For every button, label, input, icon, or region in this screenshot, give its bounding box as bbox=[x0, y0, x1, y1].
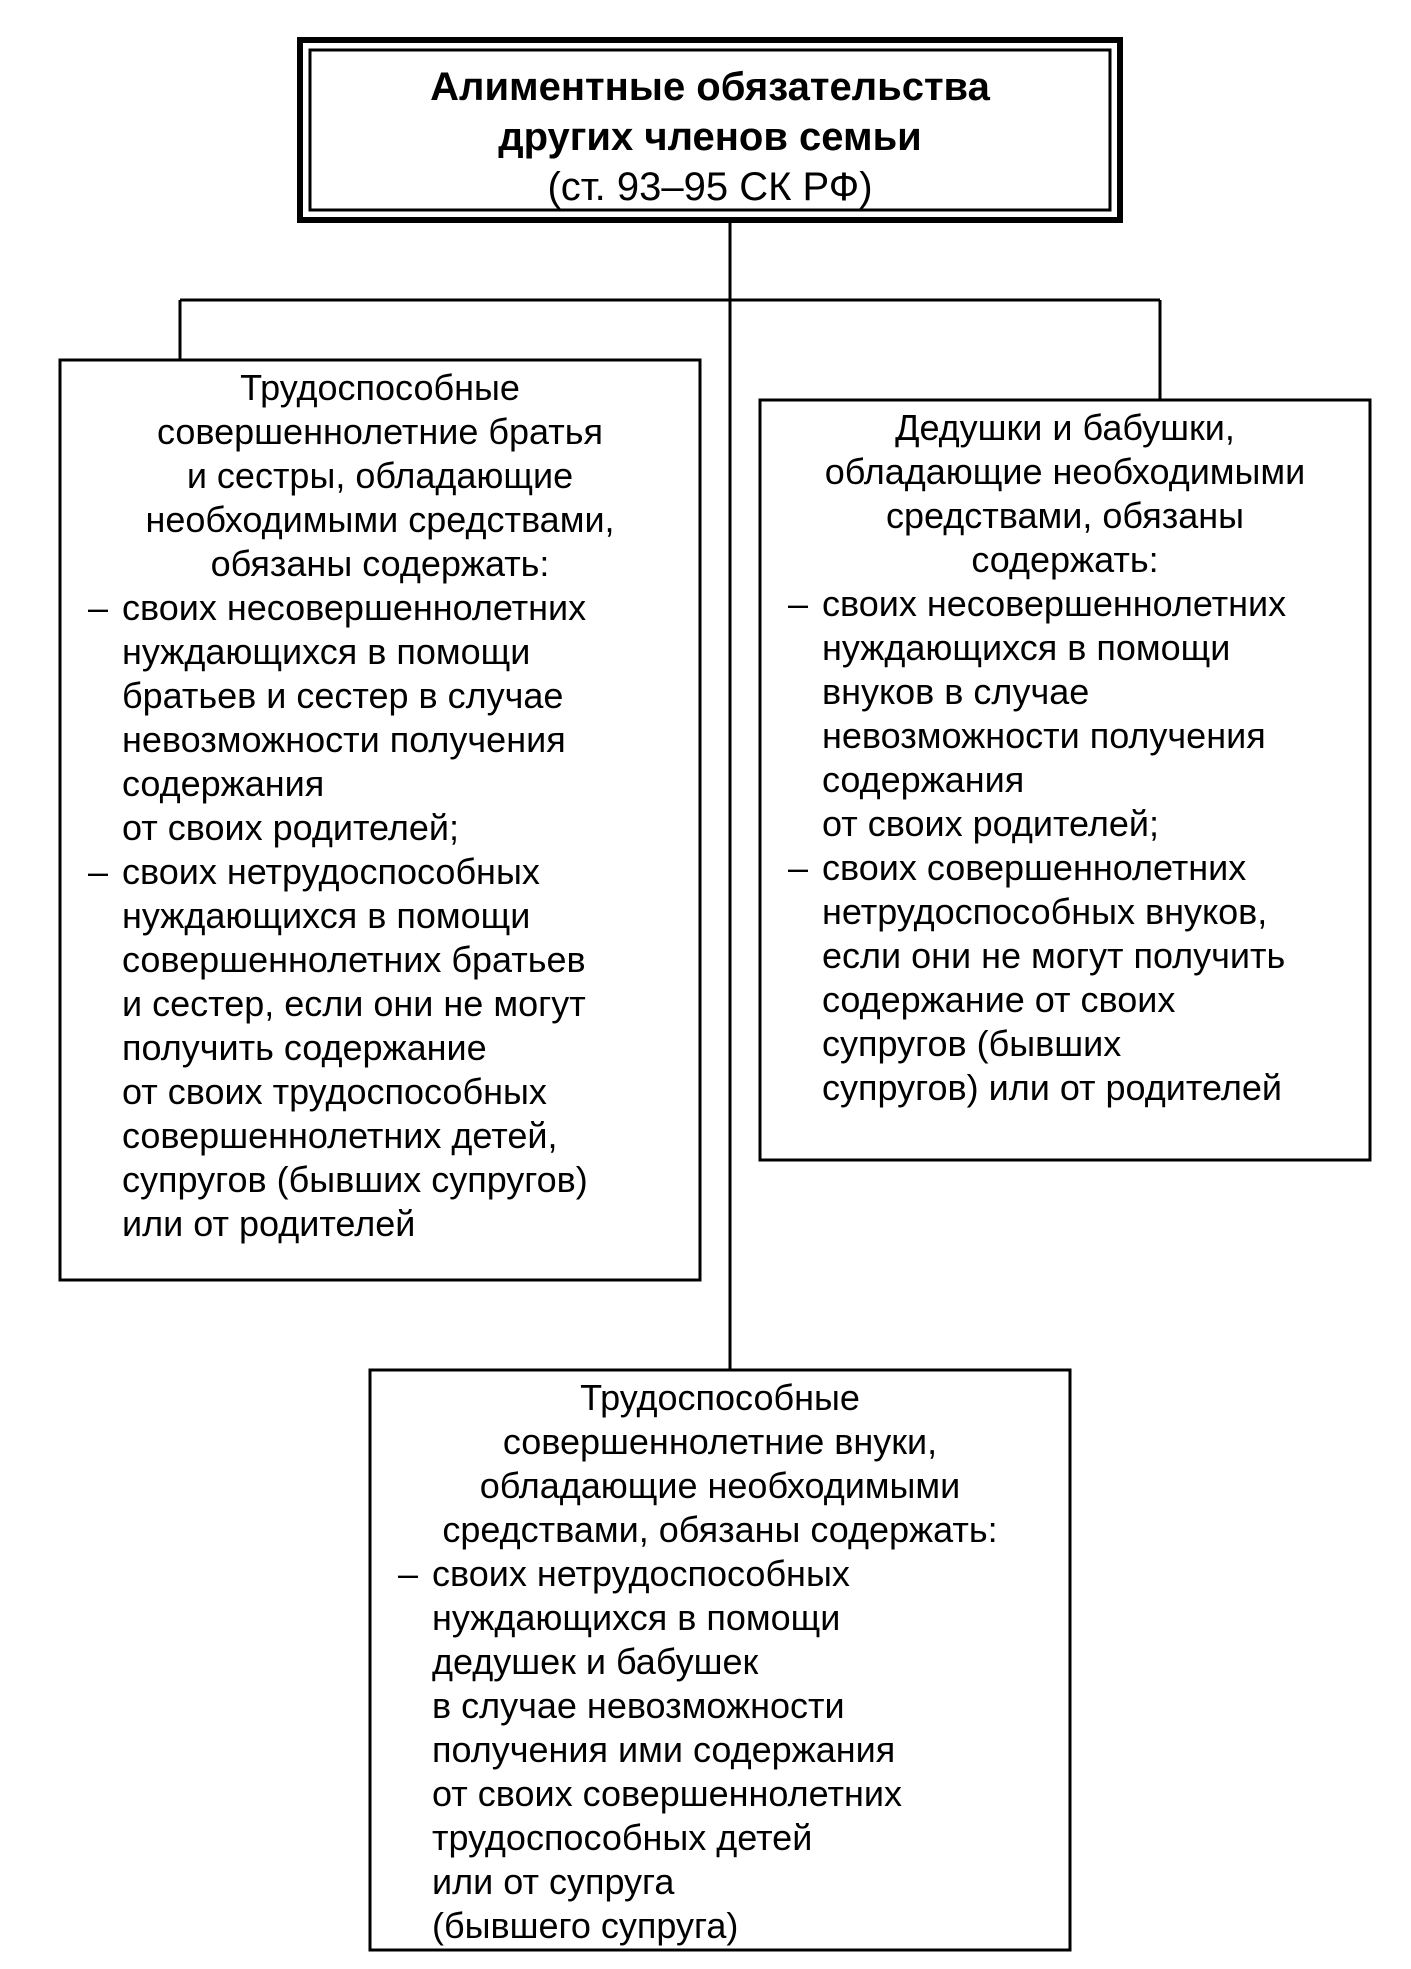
box-left-intro-0: Трудоспособные bbox=[240, 367, 520, 408]
box-bottom-intro-0: Трудоспособные bbox=[580, 1377, 860, 1418]
box-left-item-0-1: нуждающихся в помощи bbox=[122, 631, 530, 672]
box-bottom-item-0-0: своих нетрудоспособных bbox=[432, 1553, 850, 1594]
box-left-intro-2: и сестры, обладающие bbox=[187, 455, 573, 496]
box-left-item-0-5: от своих родителей; bbox=[122, 807, 459, 848]
box-right-item-0-3: невозможности получения bbox=[822, 715, 1266, 756]
box-left-item-1-8: или от родителей bbox=[122, 1203, 415, 1244]
box-left-item-1-4: получить содержание bbox=[122, 1027, 487, 1068]
box-right-item-1-3: содержание от своих bbox=[822, 979, 1175, 1020]
box-bottom-intro-3: средствами, обязаны содержать: bbox=[442, 1509, 997, 1550]
box-left-item-1-6: совершеннолетних детей, bbox=[122, 1115, 557, 1156]
title-line-3: (ст. 93–95 СК РФ) bbox=[547, 165, 872, 209]
box-bottom-item-0-6: трудоспособных детей bbox=[432, 1817, 812, 1858]
box-left-item-1-7: супругов (бывших супругов) bbox=[122, 1159, 588, 1200]
box-left-intro-4: обязаны содержать: bbox=[211, 543, 550, 584]
box-left-intro-3: необходимыми средствами, bbox=[145, 499, 614, 540]
box-left-item-0-0: своих несовершеннолетних bbox=[122, 587, 586, 628]
box-right-item-0-0: своих несовершеннолетних bbox=[822, 583, 1286, 624]
box-right-item-0-4: содержания bbox=[822, 759, 1024, 800]
box-bottom-item-0-8: (бывшего супруга) bbox=[432, 1905, 738, 1946]
box-bottom-item-0-7: или от супруга bbox=[432, 1861, 675, 1902]
box-right-item-0-2: внуков в случае bbox=[822, 671, 1089, 712]
box-right-intro-1: обладающие необходимыми bbox=[825, 451, 1306, 492]
box-left-intro-1: совершеннолетние братья bbox=[157, 411, 603, 452]
box-right-intro-3: содержать: bbox=[971, 539, 1158, 580]
box-right-item-0-1: нуждающихся в помощи bbox=[822, 627, 1230, 668]
box-right-item-1-1: нетрудоспособных внуков, bbox=[822, 891, 1267, 932]
title-line-1: Алиментные обязательства bbox=[430, 65, 990, 109]
box-left-item-1-0: своих нетрудоспособных bbox=[122, 851, 540, 892]
box-bottom-item-0-2: дедушек и бабушек bbox=[432, 1641, 759, 1682]
box-right-bullet-0: – bbox=[788, 583, 808, 624]
box-bottom-item-0-1: нуждающихся в помощи bbox=[432, 1597, 840, 1638]
box-right-item-1-0: своих совершеннолетних bbox=[822, 847, 1246, 888]
box-bottom-item-0-3: в случае невозможности bbox=[432, 1685, 845, 1726]
box-bottom-intro-2: обладающие необходимыми bbox=[480, 1465, 961, 1506]
box-left-item-0-2: братьев и сестер в случае bbox=[122, 675, 563, 716]
box-left-item-1-5: от своих трудоспособных bbox=[122, 1071, 547, 1112]
box-bottom-intro-1: совершеннолетние внуки, bbox=[503, 1421, 937, 1462]
box-left-item-1-2: совершеннолетних братьев bbox=[122, 939, 586, 980]
box-right-bullet-1: – bbox=[788, 847, 808, 888]
title-line-2: других членов семьи bbox=[498, 115, 922, 159]
box-left-bullet-1: – bbox=[88, 851, 108, 892]
box-right-intro-2: средствами, обязаны bbox=[886, 495, 1244, 536]
box-bottom-item-0-4: получения ими содержания bbox=[432, 1729, 895, 1770]
box-left-item-1-3: и сестер, если они не могут bbox=[122, 983, 586, 1024]
box-left-item-1-1: нуждающихся в помощи bbox=[122, 895, 530, 936]
box-right-item-1-4: супругов (бывших bbox=[822, 1023, 1121, 1064]
box-right-item-1-5: супругов) или от родителей bbox=[822, 1067, 1282, 1108]
box-bottom-bullet-0: – bbox=[398, 1553, 418, 1594]
box-left-item-0-3: невозможности получения bbox=[122, 719, 566, 760]
box-left-bullet-0: – bbox=[88, 587, 108, 628]
box-right-intro-0: Дедушки и бабушки, bbox=[895, 407, 1235, 448]
box-right-item-1-2: если они не могут получить bbox=[822, 935, 1285, 976]
box-left-item-0-4: содержания bbox=[122, 763, 324, 804]
box-bottom-item-0-5: от своих совершеннолетних bbox=[432, 1773, 902, 1814]
box-right-item-0-5: от своих родителей; bbox=[822, 803, 1159, 844]
